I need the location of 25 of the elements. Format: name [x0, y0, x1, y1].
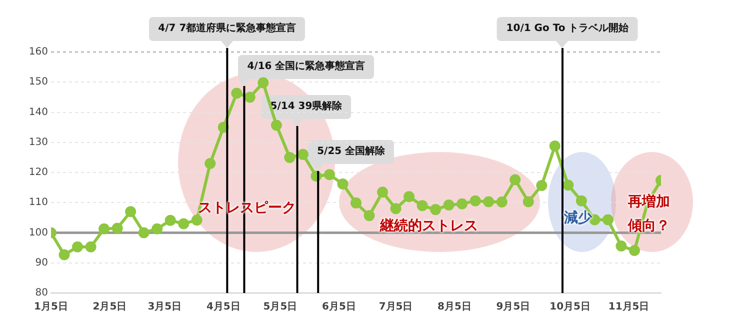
x-tick-label: 6月5日 — [322, 302, 356, 313]
x-tick-label: 1月5日 — [34, 302, 68, 313]
x-tick-label: 3月5日 — [148, 302, 182, 313]
annotation: 継続的ストレス — [380, 217, 479, 236]
x-tick-label: 9月5日 — [496, 302, 530, 313]
x-tick-label: 7月5日 — [378, 302, 413, 313]
ref-line-label: 10/1 Go To トラベル開始 — [497, 17, 638, 41]
y-tick-label: 120 — [28, 167, 48, 178]
x-tick-label: 2月5日 — [92, 302, 127, 313]
ref-line-label: 4/16 全国に緊急事態宣言 — [238, 55, 374, 79]
x-tick-label: 5月5日 — [263, 302, 298, 313]
y-tick-label: 150 — [28, 76, 48, 88]
x-tick-label: 4月5日 — [206, 302, 240, 313]
y-tick-label: 110 — [28, 197, 48, 208]
ref-line-label: 4/7 7都道府県に緊急事態宣言 — [149, 17, 306, 41]
y-tick-label: 80 — [35, 288, 48, 299]
y-tick-label: 100 — [28, 227, 48, 238]
x-tick-label: 10月5日 — [550, 302, 591, 313]
x-tick-label: 8月5日 — [438, 302, 472, 313]
y-tick-label: 140 — [28, 106, 48, 118]
y-tick-label: 90 — [35, 257, 48, 268]
y-tick-label: 130 — [28, 136, 48, 148]
x-tick-label: 11月5日 — [608, 302, 650, 313]
ref-line-label: 5/25 全国解除 — [308, 140, 394, 164]
y-tick-label: 160 — [28, 46, 48, 58]
